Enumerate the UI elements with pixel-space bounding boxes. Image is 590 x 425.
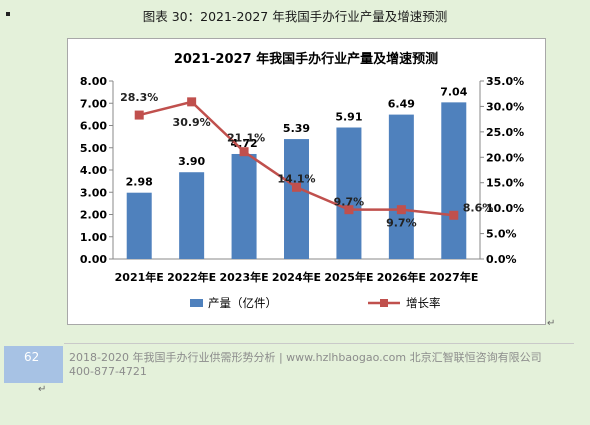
growth-rate-marker <box>396 205 406 215</box>
bar <box>231 153 257 259</box>
page-number: 62 <box>24 350 40 364</box>
chart-frame: 2021-2027 年我国手办行业产量及增速预测 0.00 1.00 2.00 3.00… <box>67 38 546 325</box>
right-axis-tick-label: 35.0% <box>486 75 524 88</box>
growth-rate-label: 14.1% <box>277 172 315 185</box>
growth-rate-label: 30.9% <box>173 116 211 129</box>
growth-rate-marker <box>449 210 459 220</box>
right-axis-tick-label: 5.0% <box>486 228 517 241</box>
bar <box>441 102 467 259</box>
chart-svg: 2021-2027 年我国手办行业产量及增速预测 0.00 1.00 2.00 3.00… <box>80 51 524 310</box>
left-axis-tick-label: 5.00 <box>80 142 107 155</box>
legend-swatch-bar <box>190 299 203 307</box>
x-axis-tick-label: 2021年E <box>115 270 164 284</box>
x-axis-tick-label: 2027年E <box>429 270 478 284</box>
paragraph-mark: ↵ <box>547 318 556 329</box>
x-axis-tick-label: 2024年E <box>272 270 321 284</box>
bar-value-label: 3.90 <box>178 155 205 168</box>
right-axis-tick-label: 15.0% <box>486 177 524 190</box>
right-axis-tick-label: 20.0% <box>486 151 524 164</box>
legend-label: 增长率 <box>406 296 441 310</box>
figure-caption: 图表 30：2021-2027 年我国手办行业产量及增速预测 <box>142 9 448 24</box>
growth-rate-label: 9.7% <box>334 196 365 209</box>
left-axis-tick-label: 2.00 <box>80 209 107 222</box>
bar <box>336 127 362 259</box>
left-axis-tick-label: 7.00 <box>80 97 107 110</box>
paragraph-marker <box>6 12 10 16</box>
left-axis-tick-label: 0.00 <box>80 253 107 266</box>
left-axis-tick-label: 3.00 <box>80 186 107 199</box>
bar-value-label: 5.91 <box>335 111 362 124</box>
footer-phone-line: 400-877-4721 <box>69 365 147 378</box>
growth-rate-marker <box>187 97 197 107</box>
x-axis-tick-label: 2025年E <box>324 270 373 284</box>
right-axis-tick-label: 10.0% <box>486 202 524 215</box>
right-axis-tick-label: 30.0% <box>486 100 524 113</box>
growth-rate-label: 9.7% <box>386 217 417 230</box>
paragraph-mark: ↵ <box>38 384 47 395</box>
left-axis-tick-label: 1.00 <box>80 231 107 244</box>
growth-rate-label: 8.6% <box>463 201 494 214</box>
bar-value-label: 2.98 <box>126 176 153 189</box>
chart-title: 2021-2027 年我国手办行业产量及增速预测 <box>174 51 438 67</box>
x-axis-tick-label: 2026年E <box>377 270 426 284</box>
bar <box>179 172 205 259</box>
growth-rate-label: 21.1% <box>227 132 265 145</box>
left-axis-tick-label: 6.00 <box>80 120 107 133</box>
growth-rate-marker <box>239 147 249 157</box>
bar <box>126 192 152 259</box>
bar-value-label: 6.49 <box>388 98 415 111</box>
left-axis-tick-label: 8.00 <box>80 75 107 88</box>
footer-divider <box>64 343 574 344</box>
bar <box>388 114 414 259</box>
right-axis-tick-label: 25.0% <box>486 126 524 139</box>
left-axis-tick-label: 4.00 <box>80 164 107 177</box>
right-axis-tick-label: 0.0% <box>486 253 517 266</box>
footer-publisher-line: 2018-2020 年我国手办行业供需形势分析 | www.hzlhbaogao… <box>69 351 542 364</box>
growth-rate-marker <box>134 110 144 120</box>
bar-value-label: 7.04 <box>440 85 467 98</box>
growth-rate-marker <box>344 205 354 215</box>
legend-swatch-marker <box>380 299 388 307</box>
x-axis-tick-label: 2022年E <box>167 270 216 284</box>
bar-value-label: 5.39 <box>283 122 310 135</box>
growth-rate-label: 28.3% <box>120 91 158 104</box>
page-number-box: 62 <box>4 346 63 383</box>
growth-rate-marker <box>292 182 301 192</box>
bar <box>284 139 309 259</box>
x-axis-tick-label: 2023年E <box>220 270 269 284</box>
legend-label: 产量（亿件） <box>208 296 277 310</box>
